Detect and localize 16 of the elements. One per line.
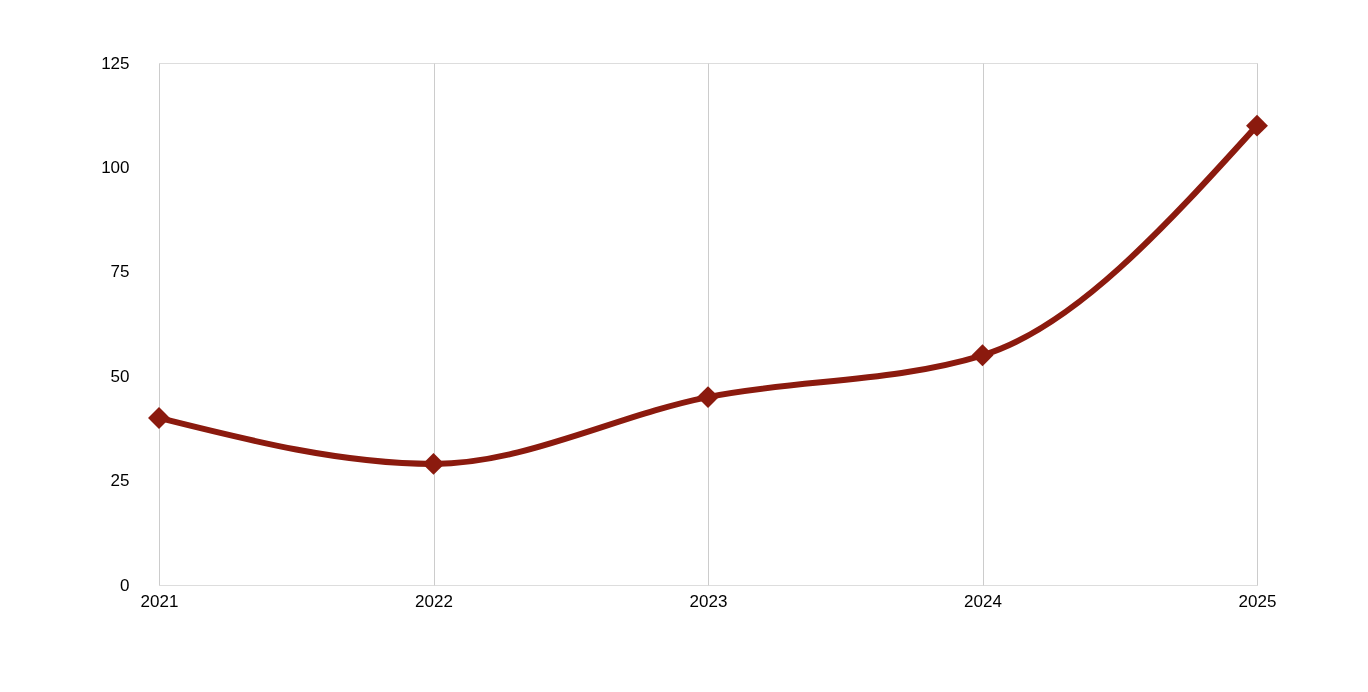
y-tick-label: 50: [110, 366, 130, 386]
x-tick-label: 2022: [415, 591, 453, 611]
point: [971, 344, 994, 367]
point: [422, 452, 445, 475]
x-tick-label: 2024: [964, 591, 1002, 611]
x-tick-label: 2021: [140, 591, 179, 611]
x-tick-label: 2025: [1238, 591, 1277, 611]
y-tick-label: 25: [110, 471, 130, 491]
x-tick-label: 2023: [689, 591, 728, 611]
y-tick-label: 125: [101, 53, 130, 73]
point: [1246, 114, 1268, 137]
y-tick-label: 0: [120, 575, 130, 595]
point: [148, 407, 170, 429]
y-tick-label: 100: [101, 157, 130, 177]
y-tick-label: 75: [110, 262, 130, 282]
point: [697, 386, 719, 409]
